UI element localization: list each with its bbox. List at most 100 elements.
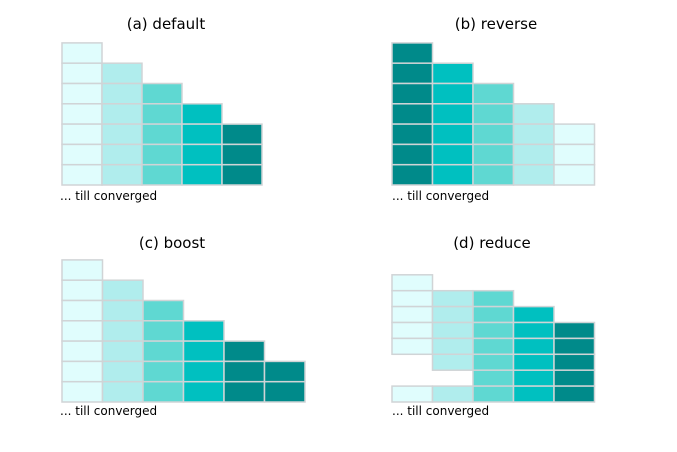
- grid-cell: [101, 103, 143, 125]
- grid-cell: [391, 82, 434, 105]
- grid-cell: [101, 360, 144, 383]
- grid-cell: [181, 103, 223, 125]
- grid-cell: [61, 123, 103, 146]
- grid-cell: [391, 42, 434, 64]
- panel-title: (c) boost: [139, 234, 205, 252]
- grid-cell: [431, 289, 474, 308]
- panel-caption: ... till converged: [392, 404, 489, 418]
- grid-cell: [431, 123, 474, 146]
- grid-cell: [512, 143, 555, 166]
- grid-cell: [142, 360, 185, 383]
- grid-cell: [101, 279, 144, 302]
- grid-cell: [141, 143, 183, 166]
- grid-cell: [223, 380, 266, 403]
- grid-cell: [553, 369, 596, 387]
- grid-cell: [223, 340, 266, 363]
- grid-cell: [472, 289, 515, 308]
- grid-cell: [391, 163, 434, 186]
- panel-title: (b) reverse: [455, 15, 537, 33]
- grid-cell: [391, 274, 434, 292]
- grid-cell: [512, 321, 555, 340]
- grid-cell: [61, 42, 103, 64]
- grid-cell: [61, 163, 103, 186]
- grid-cell: [472, 123, 515, 146]
- grid-cell: [141, 163, 183, 186]
- grid-cell: [512, 385, 555, 403]
- grid-cell: [391, 123, 434, 146]
- grid-cell: [472, 143, 515, 166]
- grid-cell: [101, 380, 144, 403]
- stacked-cell-grid: [391, 42, 596, 186]
- grid-cell: [61, 279, 104, 302]
- grid-cell: [221, 163, 263, 186]
- grid-cell: [182, 380, 225, 403]
- grid-cell: [101, 143, 143, 166]
- grid-cell: [512, 123, 555, 146]
- grid-cell: [512, 337, 555, 356]
- panel-default: (a) default ... till converged: [60, 15, 263, 203]
- grid-cell: [263, 360, 306, 383]
- grid-cell: [221, 123, 263, 146]
- panel-caption: ... till converged: [392, 189, 489, 203]
- grid-cell: [141, 123, 183, 146]
- panel-title: (a) default: [127, 15, 206, 33]
- grid-cell: [391, 321, 434, 340]
- grid-cell: [391, 337, 434, 356]
- panel-reduce: (d) reduce ... till converged: [391, 234, 596, 418]
- grid-cell: [101, 340, 144, 363]
- grid-cell: [182, 320, 225, 342]
- grid-cell: [431, 321, 474, 340]
- grid-cell: [553, 385, 596, 403]
- grid-cell: [431, 62, 474, 85]
- grid-cell: [263, 380, 306, 403]
- grid-cell: [431, 103, 474, 125]
- grid-cell: [182, 340, 225, 363]
- grid-cell: [553, 321, 596, 340]
- grid-cell: [431, 337, 474, 356]
- grid-cell: [431, 163, 474, 186]
- grid-cell: [472, 369, 515, 387]
- grid-cell: [553, 337, 596, 356]
- grid-cell: [553, 143, 596, 166]
- grid-cell: [61, 103, 103, 125]
- grid-cell: [182, 360, 225, 383]
- grid-cell: [512, 353, 555, 371]
- grid-cell: [391, 103, 434, 125]
- grid-cell: [141, 82, 183, 105]
- grid-cell: [472, 337, 515, 356]
- grid-cell: [101, 320, 144, 342]
- grid-cell: [472, 82, 515, 105]
- grid-cell: [512, 103, 555, 125]
- stacked-cell-grid: [61, 42, 263, 186]
- grid-cell: [61, 82, 103, 105]
- panel-reverse: (b) reverse ... till converged: [391, 15, 596, 203]
- grid-cell: [101, 62, 143, 85]
- grid-cell: [61, 299, 104, 322]
- grid-cell: [141, 103, 183, 125]
- grid-cell: [221, 143, 263, 166]
- grid-cell: [61, 320, 104, 342]
- grid-cell: [512, 163, 555, 186]
- grid-cell: [61, 380, 104, 403]
- grid-cell: [391, 289, 434, 308]
- grid-cell: [181, 123, 223, 146]
- grid-cell: [181, 143, 223, 166]
- grid-cell: [472, 103, 515, 125]
- stacked-cell-grid: [391, 274, 596, 403]
- grid-cell: [472, 321, 515, 340]
- grid-cell: [391, 385, 434, 403]
- grid-cell: [61, 360, 104, 383]
- grid-cell: [101, 163, 143, 186]
- panel-boost: (c) boost ... till converged: [60, 234, 306, 418]
- grid-cell: [142, 320, 185, 342]
- grid-cell: [553, 353, 596, 371]
- grid-cell: [101, 82, 143, 105]
- grid-cell: [431, 305, 474, 324]
- grid-cell: [472, 163, 515, 186]
- panel-caption: ... till converged: [60, 189, 157, 203]
- grid-cell: [512, 305, 555, 324]
- grid-cell: [142, 340, 185, 363]
- grid-cell: [431, 82, 474, 105]
- grid-cell: [391, 62, 434, 85]
